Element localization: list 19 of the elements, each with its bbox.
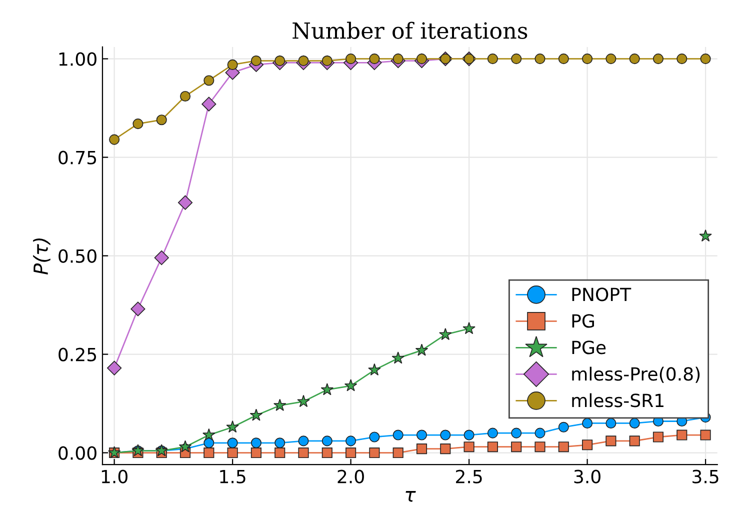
legend-label: mless-SR1 — [572, 393, 664, 408]
x-tick-label: 3.5 — [692, 470, 718, 484]
legend-label: mless-Pre(0.8) — [572, 366, 700, 383]
y-axis-title: P(τ) — [33, 238, 50, 275]
x-tick-label: 3.0 — [574, 470, 600, 484]
x-axis-title: τ — [406, 491, 416, 502]
y-tick-label: 0.75 — [58, 150, 96, 164]
y-tick-label: 0.50 — [58, 249, 96, 263]
y-tick-label: 0.25 — [58, 348, 96, 362]
x-tick-label: 2.0 — [338, 470, 364, 484]
legend-label: PNOPT — [572, 288, 632, 302]
legend-label: PG — [572, 314, 594, 328]
y-tick-label: 1.00 — [59, 52, 96, 66]
x-tick-label: 2.5 — [456, 470, 482, 484]
x-tick-label: 1.5 — [220, 470, 246, 484]
x-tick-label: 1.0 — [102, 470, 128, 484]
chart-title: Number of iterations — [292, 22, 528, 39]
legend-label: PGe — [572, 340, 606, 354]
y-tick-label: 0.00 — [58, 446, 96, 460]
